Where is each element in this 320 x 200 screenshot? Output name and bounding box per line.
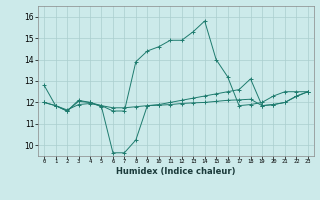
X-axis label: Humidex (Indice chaleur): Humidex (Indice chaleur) — [116, 167, 236, 176]
